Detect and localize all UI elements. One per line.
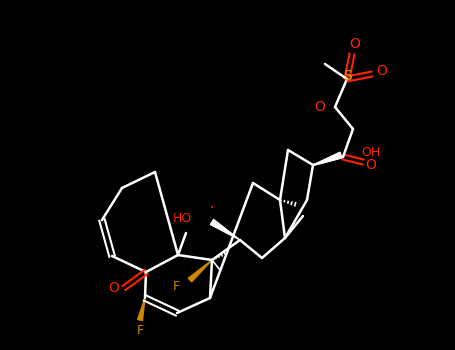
Text: O: O [365,158,376,172]
Text: HO: HO [173,211,192,224]
Polygon shape [210,219,240,240]
Polygon shape [137,298,145,321]
Text: O: O [109,281,119,295]
Text: F: F [173,280,180,294]
Text: F: F [136,323,144,336]
Text: OH: OH [361,147,380,160]
Text: •: • [210,205,214,211]
Text: O: O [314,100,325,114]
Text: O: O [377,64,388,78]
Text: O: O [349,37,360,51]
Polygon shape [188,260,212,282]
Text: S: S [343,69,351,83]
Polygon shape [313,152,342,165]
